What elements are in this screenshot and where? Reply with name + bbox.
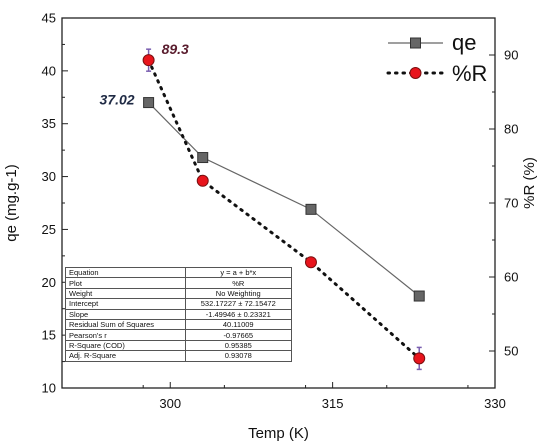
fit-table-parameter: Residual Sum of Squares (65, 318, 186, 331)
fit-table-row: Intercept 532.17227 ± 72.15472 (65, 298, 292, 310)
fit-table-value: 40.11009 (184, 318, 292, 331)
left-tick-label: 35 (42, 116, 56, 131)
legend-qe-label: qe (452, 30, 476, 55)
left-tick-label: 15 (42, 328, 56, 343)
fit-table-row: R-Square (COD) 0.95385 (65, 339, 292, 352)
fit-table-parameter: R-Square (COD) (65, 339, 186, 352)
x-axis: 300 315 330 (142, 382, 506, 411)
point-annotation: 89.3 (162, 41, 189, 57)
left-tick-label: 20 (42, 275, 56, 290)
fit-table-row: Equation y = a + b*x (65, 266, 292, 279)
fit-table-row: Pearson's r -0.97665 (65, 329, 292, 341)
fit-table-parameter: Pearson's r (65, 329, 186, 341)
left-tick-label: 30 (42, 169, 56, 184)
series-layer (142, 48, 426, 371)
fit-table-value: -0.97665 (184, 329, 292, 341)
right-axis: 50 60 70 80 90 (489, 17, 518, 359)
fit-table-parameter: Slope (65, 308, 186, 320)
r-percent-point (142, 54, 155, 67)
left-tick-label: 45 (42, 11, 56, 26)
fit-table-value: y = a + b*x (184, 266, 292, 279)
x-tick-label: 330 (484, 396, 506, 411)
fit-table-row: Adj. R-Square 0.93078 (65, 350, 292, 362)
legend: qe %R (386, 30, 487, 86)
x-tick-label: 315 (322, 396, 344, 411)
x-axis-title: Temp (K) (248, 425, 309, 442)
annotation-layer: 89.3 37.02 (100, 41, 190, 107)
series-line-0 (148, 102, 420, 297)
fit-table-row: Residual Sum of Squares 40.11009 (65, 318, 292, 331)
fit-statistics-table: Equation y = a + b*x Plot %R Weight No Weight… (65, 266, 292, 362)
r-percent-point (413, 352, 426, 365)
left-tick-label: 25 (42, 222, 56, 237)
fit-table-value: %R (184, 277, 292, 289)
right-tick-label: 70 (504, 196, 518, 211)
series-line-1 (147, 58, 421, 360)
fit-table-value: 0.93078 (184, 350, 292, 362)
x-tick-label: 300 (159, 396, 181, 411)
fit-table-parameter: Equation (65, 266, 186, 279)
qe-point (413, 290, 425, 302)
right-tick-label: 80 (504, 122, 518, 137)
qe-point (305, 203, 317, 215)
fit-table-value: No Weighting (184, 287, 292, 300)
fit-table-parameter: Adj. R-Square (65, 350, 186, 362)
right-tick-label: 60 (504, 270, 518, 285)
fit-table-parameter: Weight (65, 287, 186, 300)
right-tick-label: 90 (504, 48, 518, 63)
fit-table-row: Slope -1.49946 ± 0.23321 (65, 308, 292, 320)
left-tick-label: 10 (42, 381, 56, 396)
fit-table-parameter: Plot (65, 277, 186, 289)
fit-table-value: -1.49946 ± 0.23321 (184, 308, 292, 320)
fit-table-row: Weight No Weighting (65, 287, 292, 300)
legend-r-label: %R (452, 61, 487, 86)
qe-point (197, 152, 209, 164)
r-percent-point (304, 256, 317, 269)
right-axis-title: %R (%) (521, 157, 538, 209)
fit-table-value: 532.17227 ± 72.15472 (184, 298, 292, 310)
legend-qe-marker (410, 37, 421, 49)
point-annotation: 37.02 (100, 92, 135, 108)
legend-r-marker (409, 67, 422, 79)
fit-table-value: 0.95385 (184, 339, 292, 352)
left-axis-title: qe (mg.g-1) (3, 164, 20, 242)
fit-table-parameter: Intercept (65, 298, 186, 310)
r-percent-point (196, 174, 209, 187)
left-tick-label: 40 (42, 63, 56, 78)
fit-table-row: Plot %R (65, 277, 292, 289)
right-tick-label: 50 (504, 344, 518, 359)
qe-point (143, 97, 155, 109)
left-axis: 10 15 20 25 30 35 40 45 (42, 11, 68, 396)
